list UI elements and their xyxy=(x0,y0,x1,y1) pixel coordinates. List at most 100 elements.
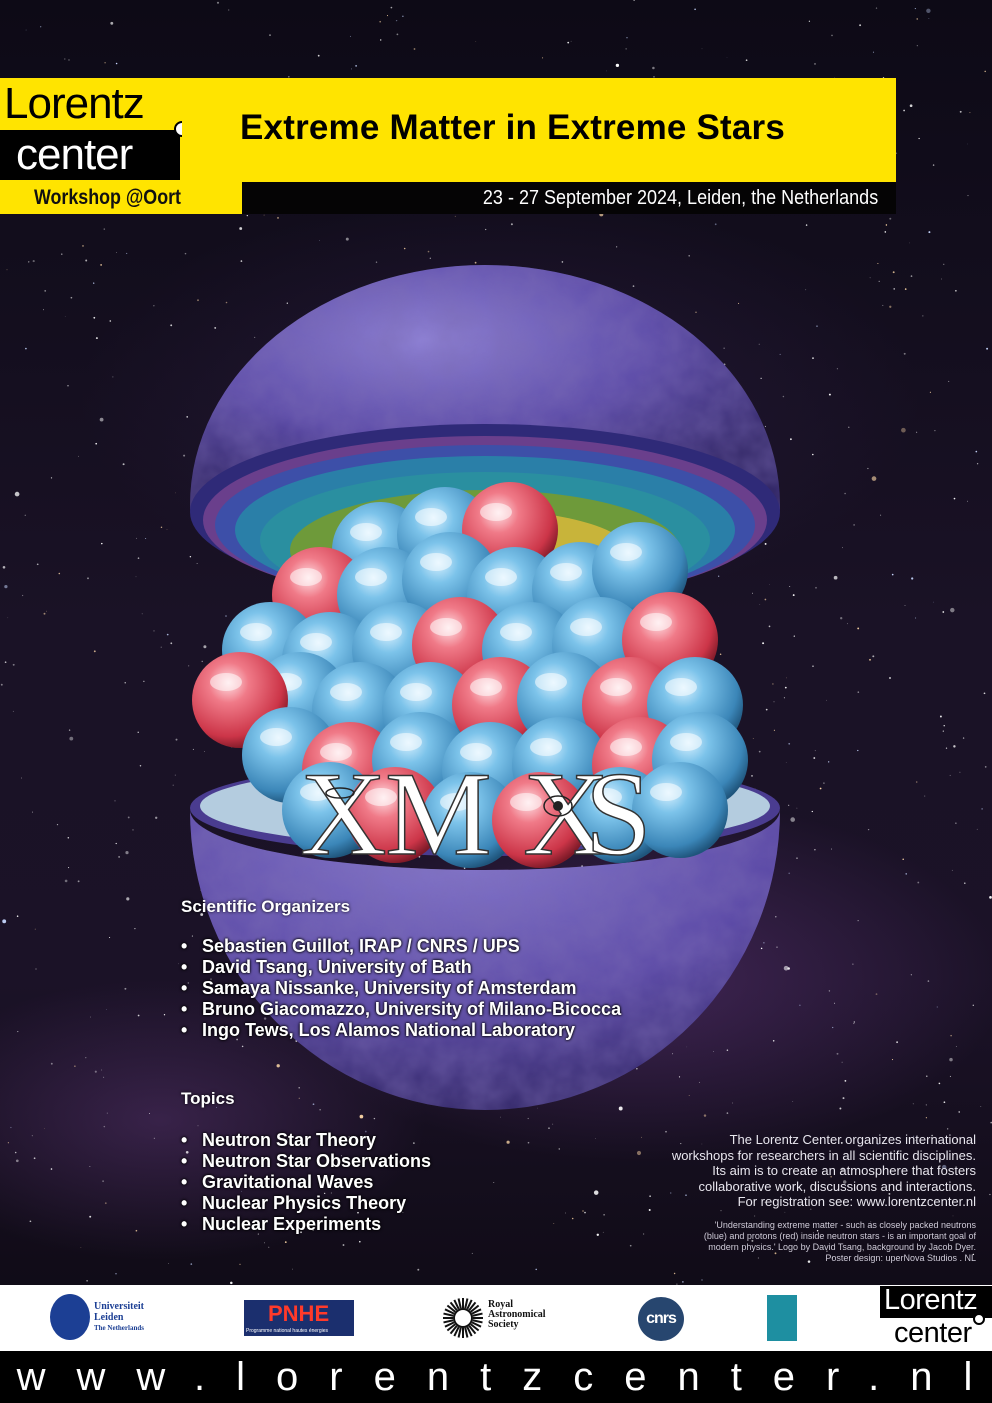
xmxs-letter-x1: X xyxy=(300,747,387,880)
cnrs-logo-circle xyxy=(638,1297,684,1341)
sphere-highlight xyxy=(240,623,272,641)
sphere-highlight xyxy=(330,683,362,701)
xmxs-letter-s: S xyxy=(585,747,652,880)
leiden-line: The Netherlands xyxy=(94,1324,144,1332)
ras-ray xyxy=(464,1327,469,1338)
sphere-highlight xyxy=(300,783,332,801)
sphere-highlight xyxy=(500,623,532,641)
sphere-highlight xyxy=(355,568,387,586)
credits-line: modern physics.' Logo by David Tsang, ba… xyxy=(708,1242,976,1252)
sphere-highlight xyxy=(260,728,292,746)
date-location: 23 - 27 September 2024, Leiden, the Neth… xyxy=(482,187,878,209)
sphere-highlight xyxy=(510,793,542,811)
sphere-highlight xyxy=(535,673,567,691)
credits-line: 'Understanding extreme matter - such as … xyxy=(714,1220,976,1230)
about-line: Its aim is to create an atmosphere that … xyxy=(712,1163,976,1179)
sphere-highlight xyxy=(550,563,582,581)
ras-ray xyxy=(468,1301,477,1311)
ras-ray xyxy=(444,1321,455,1328)
footer-lorentz-logo-bottom: center xyxy=(880,1317,992,1351)
pnhe-logo: PNHE xyxy=(268,1301,330,1326)
sphere-highlight xyxy=(460,743,492,761)
ras-ray xyxy=(446,1323,456,1332)
poster-title: Extreme Matter in Extreme Stars xyxy=(240,108,786,147)
ras-ray xyxy=(443,1319,454,1324)
sphere-highlight xyxy=(590,788,622,806)
sphere-highlight xyxy=(370,623,402,641)
organizers-list: Sebastien Guillot, IRAP / CNRS / UPS Dav… xyxy=(181,936,621,1041)
topic-item: Nuclear Experiments xyxy=(181,1214,431,1235)
credits: 'Understanding extreme matter - such as … xyxy=(646,1220,976,1264)
ras-ray xyxy=(468,1325,477,1335)
sphere-highlight xyxy=(320,743,352,761)
ras-ray xyxy=(466,1299,473,1310)
credits-line: (blue) and protons (red) inside neutron … xyxy=(703,1231,976,1241)
footer-logo-line-2: center xyxy=(894,1317,972,1349)
sponsor-strip xyxy=(0,1285,992,1351)
sphere-highlight xyxy=(640,613,672,631)
workshop-label-box: Workshop @Oort xyxy=(0,182,242,214)
ras-ray xyxy=(457,1327,462,1338)
date-bar: 23 - 27 September 2024, Leiden, the Neth… xyxy=(242,182,896,214)
ras-ray xyxy=(449,1325,458,1335)
organizer-item: David Tsang, University of Bath xyxy=(181,957,621,978)
ras-ray xyxy=(471,1321,482,1328)
ras-ray xyxy=(472,1312,483,1317)
footer-lorentz-logo-top: Lorentz xyxy=(880,1284,992,1318)
organizer-item: Sebastien Guillot, IRAP / CNRS / UPS xyxy=(181,936,621,957)
leiden-university-logo: Universiteit Leiden The Netherlands xyxy=(94,1301,144,1334)
cnrs-logo: cnrs xyxy=(646,1310,677,1327)
ras-ray xyxy=(471,1308,482,1315)
topics-list: Neutron Star Theory Neutron Star Observa… xyxy=(181,1130,431,1235)
organizers-heading: Scientific Organizers xyxy=(181,897,351,916)
ras-ray xyxy=(443,1312,454,1317)
sphere-highlight xyxy=(530,738,562,756)
website-url[interactable]: www.lorentzcenter.nl xyxy=(16,1355,992,1399)
sphere-highlight xyxy=(650,783,682,801)
topic-item: Gravitational Waves xyxy=(181,1172,431,1193)
registration-line: For registration see: www.lorentzcenter.… xyxy=(737,1194,976,1210)
url-bar: www.lorentzcenter.nl xyxy=(0,1351,992,1403)
sphere-highlight xyxy=(365,788,397,806)
ras-ray xyxy=(470,1304,480,1313)
ras-ray xyxy=(464,1298,469,1309)
ras-logo: Royal Astronomical Society xyxy=(488,1300,546,1330)
logo-line-2-box: center xyxy=(0,130,180,180)
footer-logo-dot-icon xyxy=(973,1313,985,1325)
pnhe-logo-box xyxy=(244,1300,354,1336)
logo-line-1: Lorentz xyxy=(4,79,145,128)
about-line: workshops for researchers in all scienti… xyxy=(671,1147,976,1163)
ras-line: Royal xyxy=(488,1299,513,1310)
about-lorentz-center: The Lorentz Center organizes internation… xyxy=(646,1132,976,1210)
sphere-highlight xyxy=(415,508,447,526)
sphere-highlight xyxy=(210,673,242,691)
sphere-highlight xyxy=(300,633,332,651)
sphere-highlight xyxy=(665,678,697,696)
organizer-item: Samaya Nissanke, University of Amsterdam xyxy=(181,978,621,999)
workshop-label: Workshop @Oort xyxy=(34,186,181,209)
xmxs-letter-m: M xyxy=(385,747,492,880)
ras-line: Astronomical xyxy=(488,1309,546,1320)
ras-line: Society xyxy=(488,1319,519,1330)
footer-logo-line-1: Lorentz xyxy=(884,1284,978,1316)
sphere-highlight xyxy=(470,678,502,696)
sphere-highlight xyxy=(440,793,472,811)
nucleon-cluster xyxy=(192,482,748,868)
sphere-highlight xyxy=(350,523,382,541)
organizer-item: Bruno Giacomazzo, University of Milano-B… xyxy=(181,999,621,1020)
topic-item: Neutron Star Theory xyxy=(181,1130,431,1151)
ras-ray xyxy=(446,1304,456,1313)
topic-item: Neutron Star Observations xyxy=(181,1151,431,1172)
ras-ray xyxy=(449,1301,458,1311)
sphere-highlight xyxy=(420,553,452,571)
xmxs-logo: X M X S xyxy=(299,746,652,881)
sphere-highlight xyxy=(430,618,462,636)
sphere-highlight xyxy=(610,738,642,756)
topics-heading: Topics xyxy=(181,1089,235,1108)
leiden-university-crest-icon xyxy=(50,1294,90,1340)
ras-ray xyxy=(457,1298,462,1309)
pnhe-subtitle: Programme national hautes énergies xyxy=(246,1328,328,1334)
leiden-line: Universiteit xyxy=(94,1301,144,1312)
partner-logo-teal xyxy=(767,1295,797,1341)
